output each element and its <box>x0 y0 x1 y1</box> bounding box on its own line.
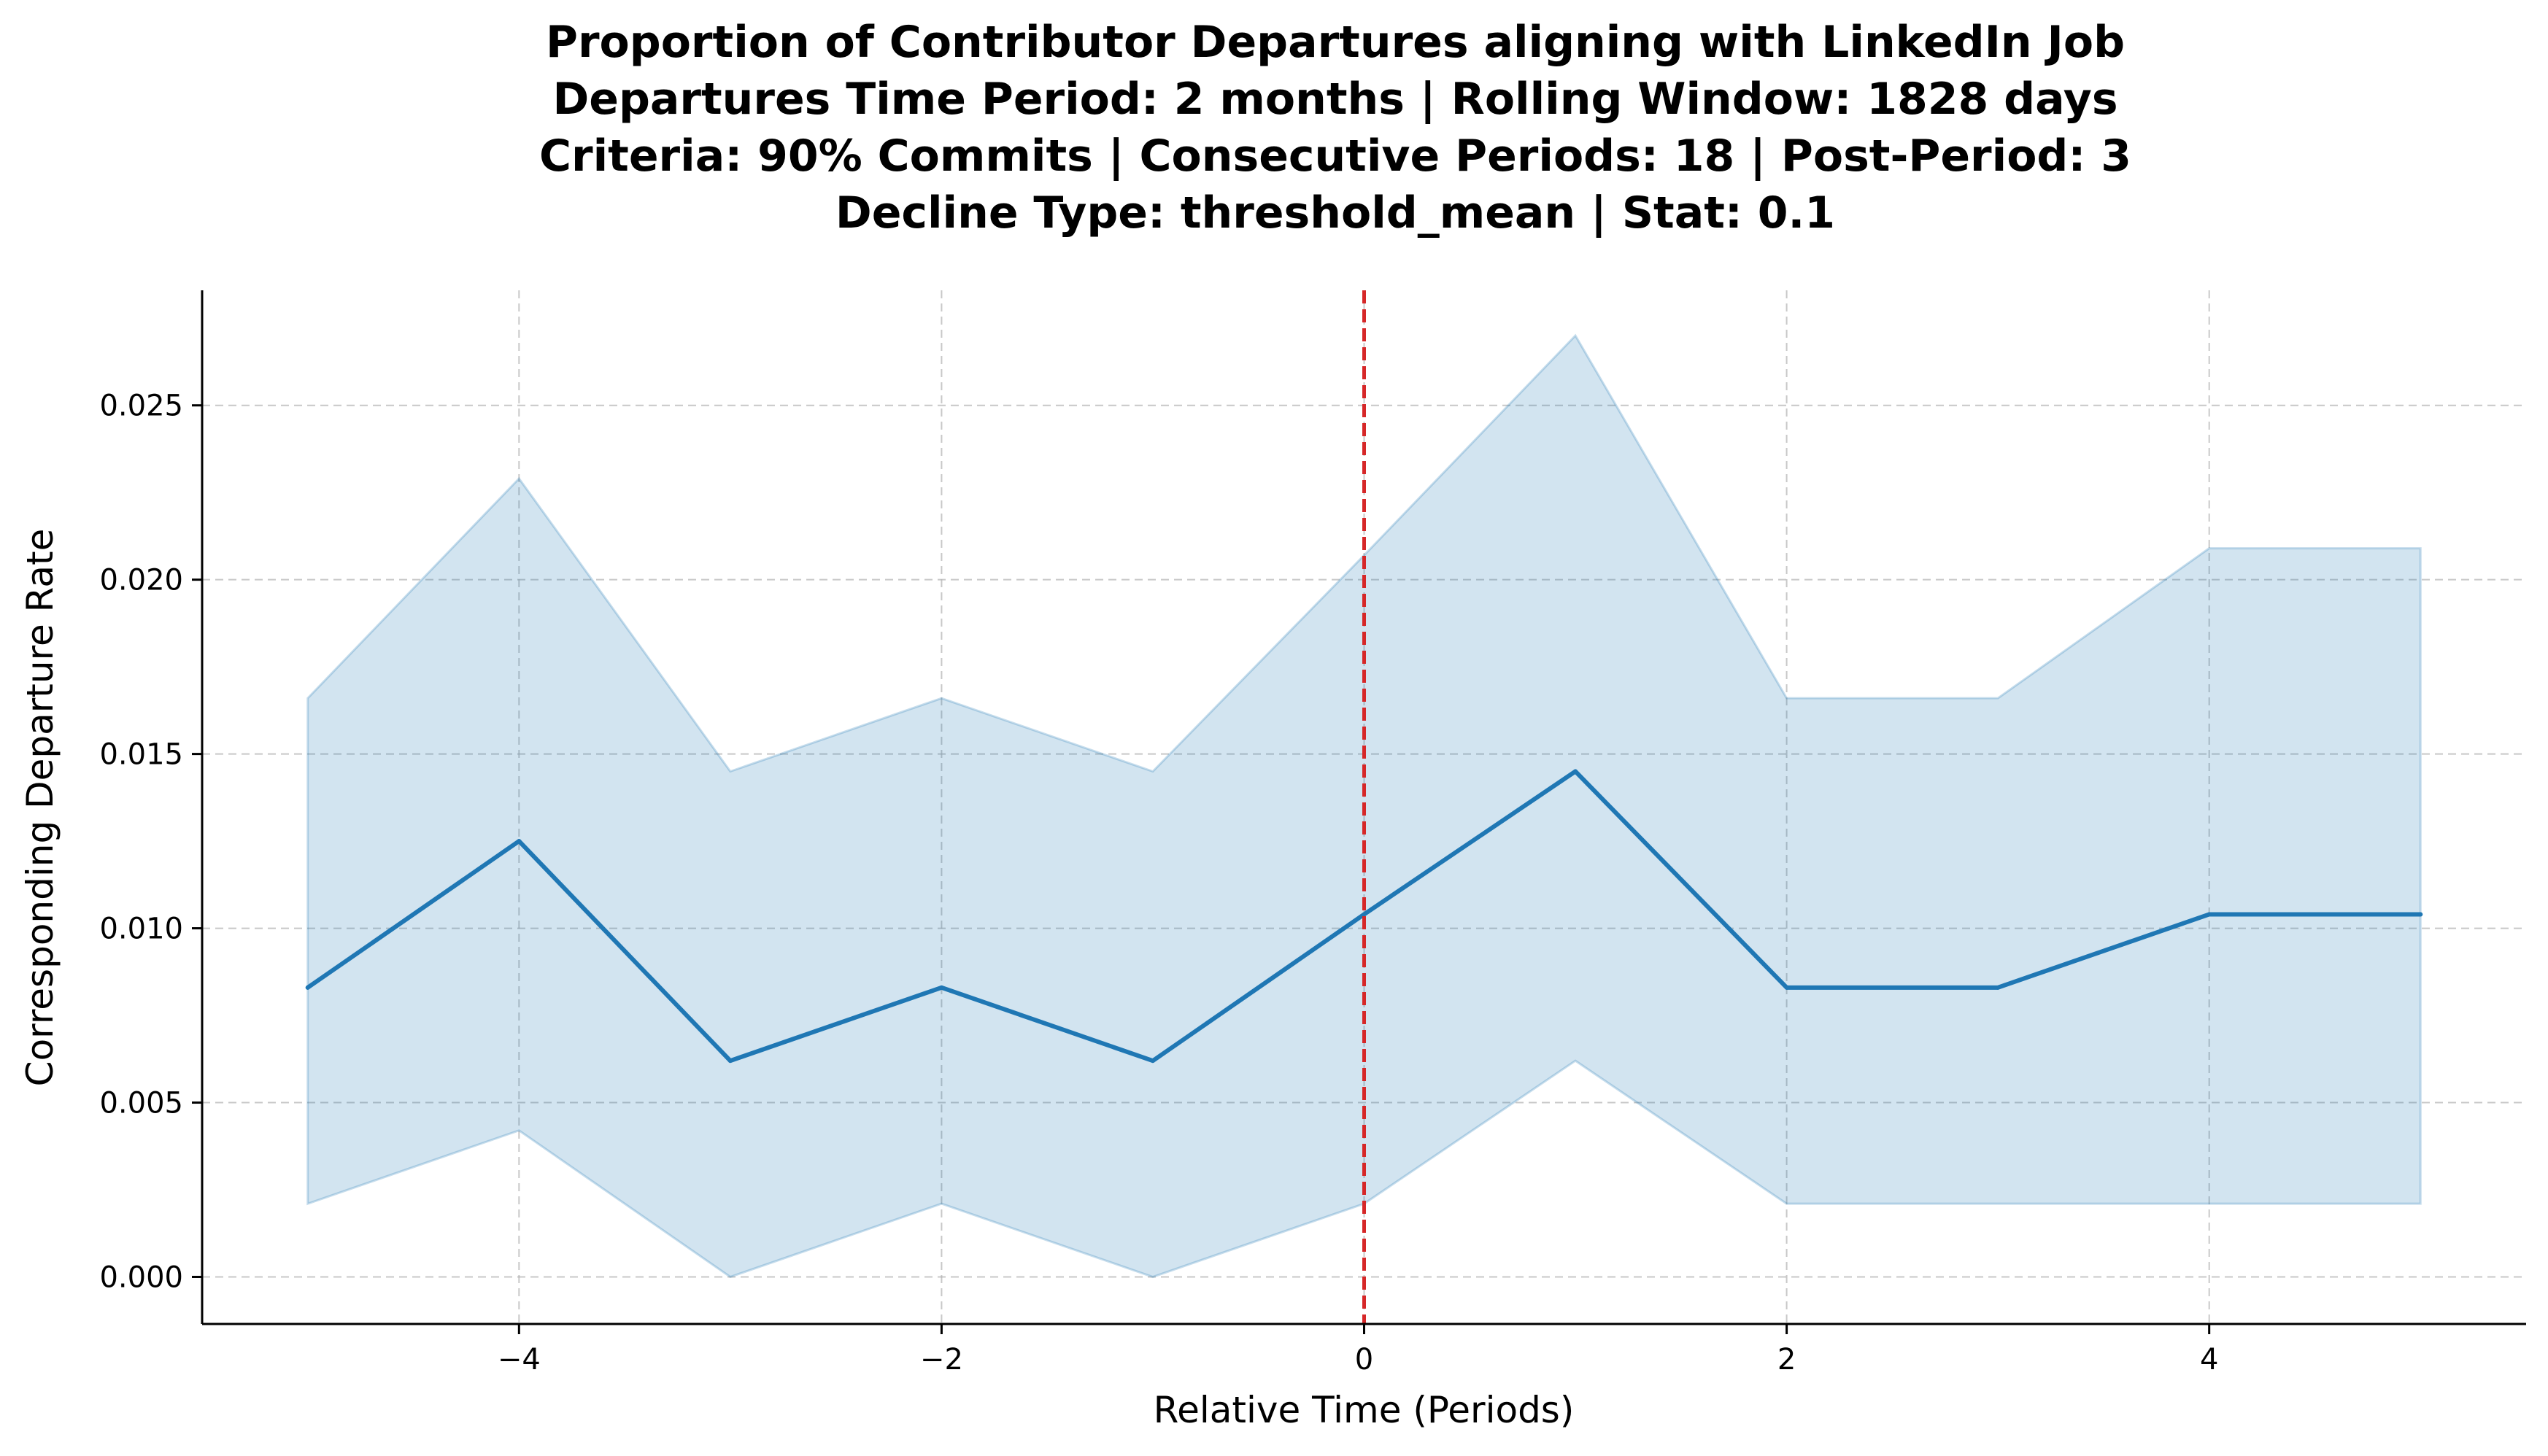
title-line-2: Departures Time Period: 2 months | Rolli… <box>552 74 2117 125</box>
x-tick-label-0: −4 <box>498 1343 541 1376</box>
data-point-0-6 <box>1573 769 1578 774</box>
x-tick-label-2: 0 <box>1355 1343 1373 1376</box>
x-tick-label-4: 4 <box>2200 1343 2218 1376</box>
y-tick-label-1: 0.005 <box>99 1087 183 1120</box>
data-point-0-0 <box>305 985 310 990</box>
data-point-0-8 <box>1996 985 2001 990</box>
title-line-3: Criteria: 90% Commits | Consecutive Peri… <box>539 131 2131 182</box>
data-point-0-4 <box>1150 1058 1155 1064</box>
chart-title: Proportion of Contributor Departures ali… <box>539 17 2131 239</box>
y-tick-label-2: 0.010 <box>99 913 183 946</box>
data-point-0-7 <box>1784 985 1789 990</box>
series-line <box>305 769 2423 1064</box>
y-tick-label-3: 0.015 <box>99 738 183 772</box>
data-point-0-9 <box>2207 912 2212 917</box>
y-axis-label: Corresponding Departure Rate <box>19 529 61 1087</box>
x-tick-label-1: −2 <box>920 1343 963 1376</box>
x-tick-label-3: 2 <box>1777 1343 1796 1376</box>
title-line-1: Proportion of Contributor Departures ali… <box>546 17 2125 68</box>
title-line-4: Decline Type: threshold_mean | Stat: 0.1 <box>835 187 1835 239</box>
y-tick-label-0: 0.000 <box>99 1261 183 1294</box>
data-point-0-3 <box>939 985 944 990</box>
ticks: −4 −2 0 2 4 0.000 0.005 0.010 0.015 0.020 0.025 <box>99 390 2218 1376</box>
y-tick-label-4: 0.020 <box>99 564 183 597</box>
data-point-0-10 <box>2418 912 2423 917</box>
data-point-0-1 <box>517 839 522 844</box>
data-point-0-2 <box>727 1058 733 1064</box>
data-point-0-5 <box>1362 912 1367 917</box>
y-tick-label-5: 0.025 <box>99 390 183 423</box>
x-axis-label: Relative Time (Periods) <box>1154 1389 1575 1431</box>
